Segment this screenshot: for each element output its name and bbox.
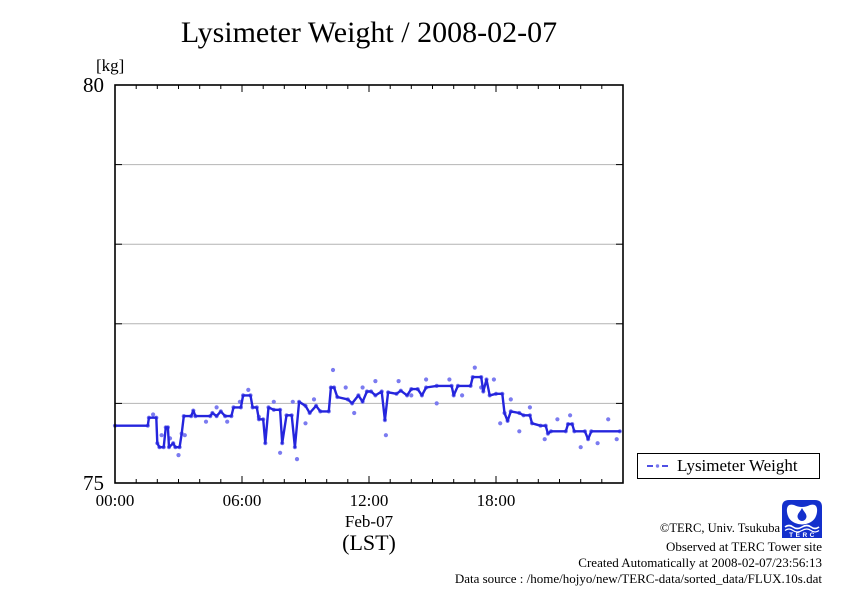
legend-line-sample-icon: [647, 464, 668, 468]
footer-data-source: Data source : /home/hojyo/new/TERC-data/…: [454, 571, 822, 586]
chart-title: Lysimeter Weight / 2008-02-07: [180, 16, 558, 49]
footer-observed-at: Observed at TERC Tower site: [665, 539, 822, 554]
terc-logo-wave-line: [784, 524, 820, 530]
x-tick-label-0000: 00:00: [95, 491, 135, 510]
y-axis-unit-label: [kg]: [96, 56, 125, 75]
y-tick-label-top: 80: [83, 73, 104, 97]
x-tick-label-0600: 06:00: [222, 491, 262, 510]
x-axis-date-label: Feb-07: [344, 512, 394, 531]
terc-logo-text: TERC: [789, 532, 817, 538]
terc-logo-wave-line: [784, 528, 820, 533]
footer-created-at: Created Automatically at 2008-02-07/23:5…: [578, 555, 822, 570]
x-tick-label-1800: 18:00: [476, 491, 516, 510]
legend-box: Lysimeter Weight: [637, 453, 820, 479]
y-tick-label-bottom: 75: [83, 471, 104, 495]
legend-label: Lysimeter Weight: [677, 456, 798, 475]
terc-logo: TERC: [782, 500, 822, 538]
terc-logo-droplet-icon: [797, 508, 807, 521]
x-axis-timezone-label: (LST): [342, 530, 396, 555]
footer-copyright: ©TERC, Univ. Tsukuba: [659, 521, 780, 535]
x-tick-label-1200: 12:00: [349, 491, 389, 510]
